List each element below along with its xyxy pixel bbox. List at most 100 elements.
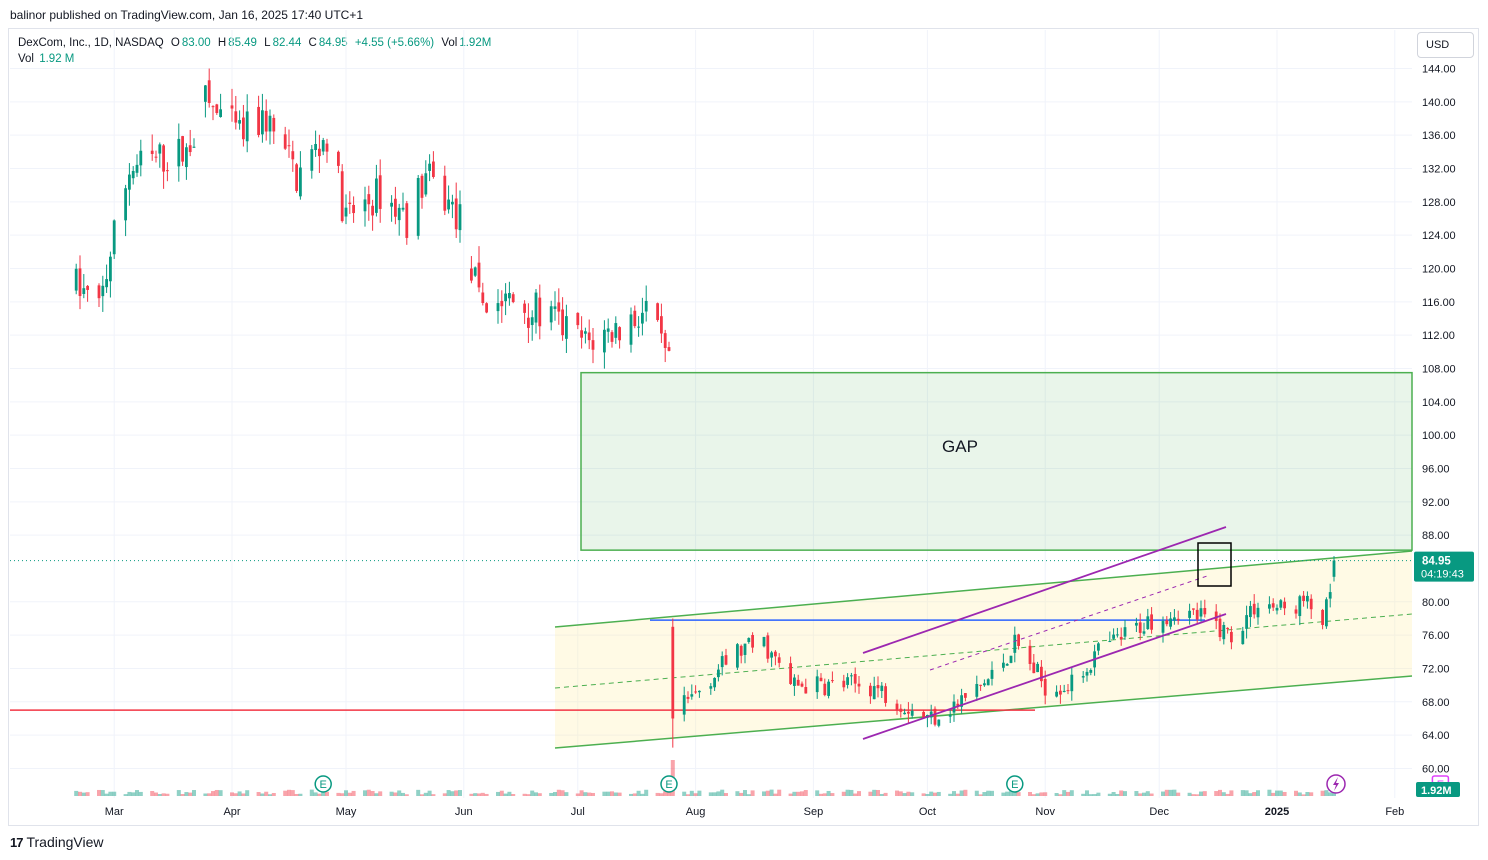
volume-bar [986, 790, 991, 796]
volume-bar [1062, 790, 1067, 796]
candle-body [1081, 676, 1085, 678]
volume-bar [74, 790, 79, 796]
time-tick-label: Aug [686, 806, 706, 818]
volume-bar [815, 790, 820, 796]
candle-body [549, 306, 553, 323]
volume-bar [1028, 791, 1032, 796]
close-value: 84.95 [318, 37, 348, 49]
candle-body [1298, 596, 1302, 617]
candle-body [907, 711, 910, 714]
candle-body [580, 330, 583, 338]
drawings-top [862, 526, 1232, 740]
price-tick-label: 100.00 [1422, 430, 1456, 442]
candle-body [751, 635, 754, 648]
volume-bar [416, 789, 421, 796]
candle-body [318, 148, 321, 157]
volume-bar [526, 794, 531, 796]
candle-body [933, 708, 937, 725]
candle-body [527, 317, 530, 328]
candle-body [261, 110, 264, 135]
volume-bar [1294, 790, 1298, 796]
candle-body [584, 331, 587, 334]
candle-body [185, 147, 188, 168]
countdown-value: 04:19:43 [1421, 569, 1464, 581]
candle-body [827, 681, 830, 696]
footer-brand[interactable]: 17 TradingView [10, 834, 104, 850]
candle-body [850, 675, 853, 677]
candle-body [667, 347, 671, 351]
volume-bar [1039, 792, 1044, 796]
candle-body [375, 178, 378, 213]
earnings-icon [1006, 775, 1024, 793]
volume-bar [1256, 790, 1260, 796]
volume-bar [507, 791, 512, 796]
candle-body [774, 651, 777, 657]
price-axis[interactable]: 144.00 140.00 136.00 132.00 128.00 124.00 120.… [1422, 64, 1456, 776]
volume-bar [735, 791, 740, 796]
volume-bar [1085, 790, 1089, 796]
candle-body [857, 683, 861, 687]
volume-bar [1191, 794, 1196, 796]
candle-body [876, 685, 880, 689]
candle-body [97, 285, 101, 299]
candle-body [903, 712, 906, 715]
volume-bar [97, 789, 101, 796]
price-tick-label: 140.00 [1422, 97, 1456, 109]
time-tick-label: Jul [571, 806, 585, 818]
volume-bar [192, 790, 196, 796]
volume-bar [366, 789, 371, 796]
candle-body [796, 679, 800, 686]
earnings-icon [660, 775, 678, 793]
volume-bar [347, 792, 352, 796]
currency-selector[interactable]: USD [1417, 32, 1474, 58]
time-axis[interactable]: MarAprMayJunJulAugSepOctNovDec2025FebMar [105, 806, 1488, 818]
candle-body [1062, 690, 1066, 693]
volume-bar [697, 790, 702, 796]
candle-body [869, 685, 872, 697]
volume-bar [1123, 791, 1127, 796]
candle-body [937, 719, 941, 726]
price-tick-label: 88.00 [1422, 530, 1450, 542]
candle-body [553, 306, 557, 309]
candle-body [314, 144, 317, 151]
candle-body [1245, 615, 1248, 629]
volume-bar [906, 791, 911, 796]
candle-body [1089, 670, 1093, 673]
candle-body [238, 120, 241, 124]
candle-body [884, 686, 887, 703]
volume-bar [955, 793, 960, 796]
candle-body [1040, 666, 1043, 682]
volume-bar [777, 789, 782, 796]
volume-bar [165, 793, 170, 796]
candle-body [956, 703, 960, 707]
candle-body [352, 204, 355, 214]
volume-bar [404, 794, 409, 796]
candle-body [397, 207, 401, 221]
time-tick-label: Mar [105, 806, 124, 818]
candle-body [743, 643, 747, 655]
volume-bar [268, 794, 272, 796]
volume-bar [1305, 792, 1310, 796]
volume-bar [925, 793, 930, 796]
volume-bar [211, 791, 215, 796]
volume-bar [401, 792, 405, 796]
volume-bar [879, 793, 884, 796]
earnings-letter: E [1011, 779, 1018, 791]
volume-bar [480, 792, 485, 796]
volume-bar [868, 791, 873, 796]
volume-bar [1282, 791, 1287, 796]
volume-bar [682, 791, 687, 796]
volume-bar [1244, 790, 1249, 796]
volume-bar [974, 790, 979, 796]
candle-body [1309, 598, 1313, 610]
symbol-label[interactable]: DexCom, Inc., 1D, NASDAQ [18, 37, 164, 49]
event-markers[interactable]: EEEE [314, 774, 1450, 794]
candle-body [1150, 614, 1153, 630]
candle-body [428, 163, 431, 171]
volume-bar [511, 794, 516, 796]
volume-bar [309, 789, 314, 796]
volume-bar [610, 791, 614, 796]
volume-bar [724, 793, 728, 796]
volume-bar [1309, 792, 1314, 796]
